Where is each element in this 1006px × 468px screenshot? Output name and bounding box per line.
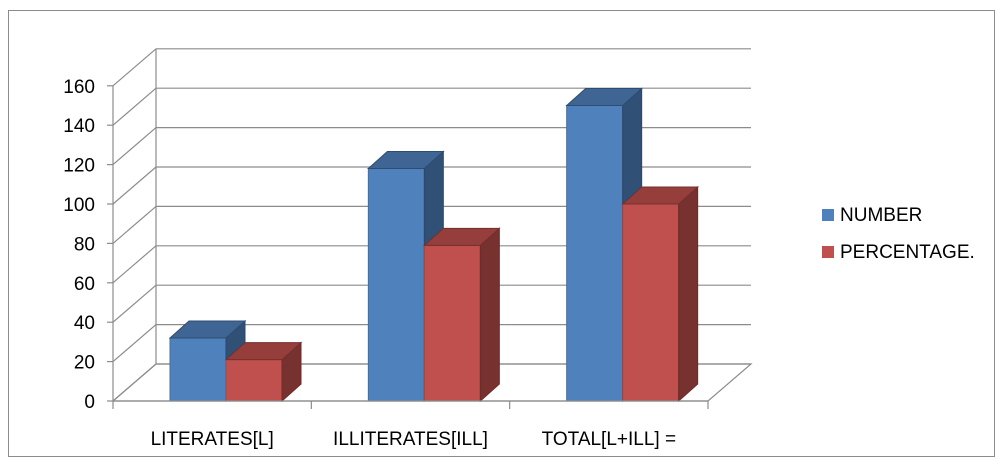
axes (107, 85, 709, 409)
side-gridline (112, 245, 157, 284)
side-gridline (112, 205, 157, 244)
y-tick-label: 160 (63, 77, 95, 98)
legend-label: PERCENTAGE. (840, 242, 975, 263)
y-tick-label: 100 (63, 195, 95, 216)
x-category-label: LITERATES[L] (151, 429, 274, 450)
side-gridline (112, 87, 157, 126)
bar-top (168, 320, 247, 339)
bar-number-1 (367, 168, 425, 402)
bar-number-2 (566, 105, 624, 402)
bar-percentage-1 (423, 244, 481, 402)
side-gridline (112, 284, 157, 323)
bar-percentage-0 (225, 359, 283, 402)
legend-label: NUMBER (840, 205, 922, 226)
bar-side (479, 227, 500, 403)
bar-top (224, 342, 303, 361)
side-gridline (112, 166, 157, 205)
y-tick-label: 20 (74, 353, 95, 374)
bar-top (367, 151, 445, 170)
bar-number-0 (169, 337, 227, 402)
y-tick-label: 140 (63, 116, 95, 137)
x-category-label: TOTAL[L+ILL] = (542, 429, 676, 450)
bar-top (621, 186, 699, 205)
bar-percentage-2 (622, 203, 680, 402)
bar-side (678, 185, 699, 403)
x-category-label: ILLITERATES[ILL] (333, 429, 488, 450)
y-tick-label: 0 (84, 392, 95, 413)
y-tick-label: 120 (63, 156, 95, 177)
y-tick-label: 40 (74, 313, 95, 334)
y-tick-label: 60 (74, 274, 95, 295)
side-gridline (112, 127, 157, 166)
bars (168, 87, 699, 403)
bar-top (565, 88, 643, 106)
bar-top (423, 227, 501, 246)
legend: NUMBER PERCENTAGE. (822, 205, 975, 263)
legend-swatch (822, 209, 834, 221)
legend-swatch (822, 246, 834, 258)
side-gridline (112, 363, 157, 402)
side-gridline (112, 324, 157, 363)
labels: 0 20 40 60 80 100 120 140 160 LITERATES[L] ILLITER… (63, 77, 676, 450)
side-gridline (112, 48, 157, 87)
y-tick-label: 80 (74, 234, 95, 255)
